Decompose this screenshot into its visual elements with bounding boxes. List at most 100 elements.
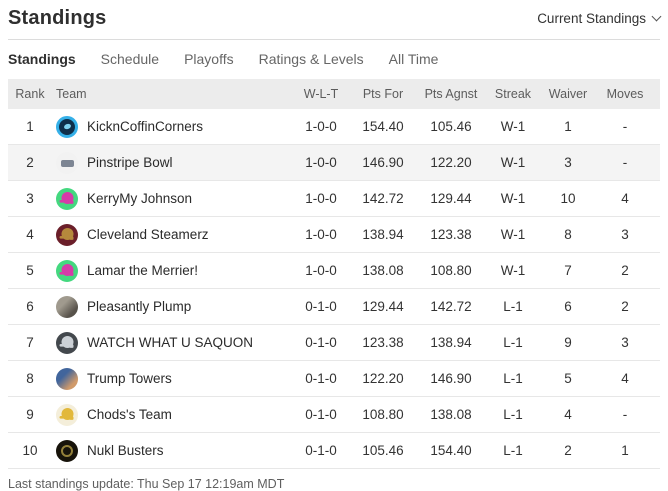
- team-avatar: [56, 439, 78, 462]
- pts-for-cell: 154.40: [362, 119, 404, 134]
- table-row[interactable]: 7 WATCH WHAT U SAQUON 0-1-0 123.38 138.9…: [8, 325, 660, 361]
- column-header-team: Team: [56, 87, 87, 101]
- waiver-cell: 9: [564, 335, 572, 350]
- page-header: Standings Current Standings: [8, 0, 662, 40]
- wlt-cell: 0-1-0: [305, 371, 337, 386]
- team-avatar: [56, 295, 78, 318]
- table-row[interactable]: 9 Chods's Team 0-1-0 108.80 138.08 L-1 4…: [8, 397, 660, 433]
- team-name[interactable]: Cleveland Steamerz: [87, 227, 209, 242]
- rank-cell: 2: [26, 155, 34, 170]
- wlt-cell: 1-0-0: [305, 263, 337, 278]
- team-name[interactable]: KerryMy Johnson: [87, 191, 193, 206]
- tab-ratings-levels[interactable]: Ratings & Levels: [259, 51, 364, 67]
- team-name[interactable]: Pleasantly Plump: [87, 299, 192, 314]
- streak-cell: W-1: [500, 155, 526, 170]
- table-row[interactable]: 5 Lamar the Merrier! 1-0-0 138.08 108.80…: [8, 253, 660, 289]
- wlt-cell: 0-1-0: [305, 335, 337, 350]
- table-header-row: Rank Team W-L-T Pts For Pts Agnst Streak Waive…: [8, 79, 660, 109]
- team-name[interactable]: KicknCoffinCorners: [87, 119, 204, 134]
- moves-cell: 3: [621, 335, 629, 350]
- wlt-cell: 0-1-0: [305, 443, 337, 458]
- tab-standings[interactable]: Standings: [8, 51, 76, 67]
- pts-for-cell: 122.20: [362, 371, 404, 386]
- rank-cell: 9: [26, 407, 34, 422]
- standings-table: Rank Team W-L-T Pts For Pts Agnst Streak Waive…: [8, 79, 660, 469]
- streak-cell: L-1: [503, 443, 523, 458]
- eye-icon: [62, 122, 72, 131]
- team-avatar: [56, 367, 78, 390]
- rank-cell: 1: [26, 119, 34, 134]
- team-name[interactable]: WATCH WHAT U SAQUON: [87, 335, 253, 350]
- wlt-cell: 1-0-0: [305, 227, 337, 242]
- standings-view-selector[interactable]: Current Standings: [537, 11, 662, 26]
- pts-for-cell: 108.80: [362, 407, 404, 422]
- column-header-streak: Streak: [494, 87, 532, 101]
- pts-against-cell: 129.44: [430, 191, 472, 206]
- moves-cell: -: [622, 119, 628, 134]
- wlt-cell: 1-0-0: [305, 119, 337, 134]
- tab-label: Standings: [8, 51, 76, 67]
- team-name[interactable]: Chods's Team: [87, 407, 172, 422]
- column-header-pts-agnst: Pts Agnst: [424, 87, 478, 101]
- tab-all-time[interactable]: All Time: [389, 51, 439, 67]
- pts-for-cell: 129.44: [362, 299, 404, 314]
- table-row[interactable]: 8 Trump Towers 0-1-0 122.20 146.90 L-1 5…: [8, 361, 660, 397]
- rank-cell: 7: [26, 335, 34, 350]
- pts-against-cell: 138.08: [430, 407, 472, 422]
- team-cell: Pleasantly Plump: [52, 295, 292, 318]
- page-title: Standings: [8, 7, 107, 29]
- wlt-cell: 1-0-0: [305, 155, 337, 170]
- table-row[interactable]: 6 Pleasantly Plump 0-1-0 129.44 142.72 L…: [8, 289, 660, 325]
- streak-cell: L-1: [503, 371, 523, 386]
- pts-against-cell: 138.94: [430, 335, 472, 350]
- pts-against-cell: 122.20: [430, 155, 472, 170]
- pts-for-cell: 105.46: [362, 443, 404, 458]
- football-helmet-icon: [59, 335, 74, 348]
- team-avatar: [56, 259, 78, 282]
- tab-playoffs[interactable]: Playoffs: [184, 51, 234, 67]
- team-name[interactable]: Trump Towers: [87, 371, 172, 386]
- rank-cell: 5: [26, 263, 34, 278]
- pts-for-cell: 146.90: [362, 155, 404, 170]
- streak-cell: L-1: [503, 335, 523, 350]
- team-name[interactable]: Lamar the Merrier!: [87, 263, 199, 278]
- pts-for-cell: 138.94: [362, 227, 404, 242]
- football-helmet-icon: [59, 191, 74, 204]
- rank-cell: 3: [26, 191, 34, 206]
- column-header-moves: Moves: [606, 87, 644, 101]
- table-row[interactable]: 10 Nukl Busters 0-1-0 105.46 154.40 L-1 …: [8, 433, 660, 469]
- waiver-cell: 1: [564, 119, 572, 134]
- column-header-w-l-t: W-L-T: [303, 87, 339, 101]
- column-header-rank: Rank: [15, 87, 45, 101]
- waiver-cell: 8: [564, 227, 572, 242]
- rank-cell: 8: [26, 371, 34, 386]
- pts-against-cell: 154.40: [430, 443, 472, 458]
- pts-for-cell: 142.72: [362, 191, 404, 206]
- pts-for-cell: 123.38: [362, 335, 404, 350]
- team-name[interactable]: Pinstripe Bowl: [87, 155, 173, 170]
- tab-schedule[interactable]: Schedule: [101, 51, 159, 67]
- waiver-cell: 4: [564, 407, 572, 422]
- table-row[interactable]: 4 Cleveland Steamerz 1-0-0 138.94 123.38…: [8, 217, 660, 253]
- table-row[interactable]: 2 Pinstripe Bowl 1-0-0 146.90 122.20 W-1…: [8, 145, 660, 181]
- table-row[interactable]: 3 KerryMy Johnson 1-0-0 142.72 129.44 W-…: [8, 181, 660, 217]
- rank-cell: 10: [22, 443, 38, 458]
- chevron-down-icon: [651, 11, 662, 22]
- team-avatar: [56, 331, 78, 354]
- moves-cell: -: [622, 155, 628, 170]
- last-update-text: Last standings update: Thu Sep 17 12:19a…: [8, 477, 285, 491]
- wlt-cell: 0-1-0: [305, 299, 337, 314]
- team-avatar: [56, 151, 78, 174]
- moves-cell: 4: [621, 371, 629, 386]
- table-row[interactable]: 1 KicknCoffinCorners 1-0-0 154.40 105.46…: [8, 109, 660, 145]
- moves-cell: -: [622, 407, 628, 422]
- wlt-cell: 1-0-0: [305, 191, 337, 206]
- team-cell: Nukl Busters: [52, 439, 292, 462]
- rank-cell: 6: [26, 299, 34, 314]
- pts-against-cell: 108.80: [430, 263, 472, 278]
- team-name[interactable]: Nukl Busters: [87, 443, 164, 458]
- waiver-cell: 2: [564, 443, 572, 458]
- streak-cell: L-1: [503, 299, 523, 314]
- moves-cell: 2: [621, 263, 629, 278]
